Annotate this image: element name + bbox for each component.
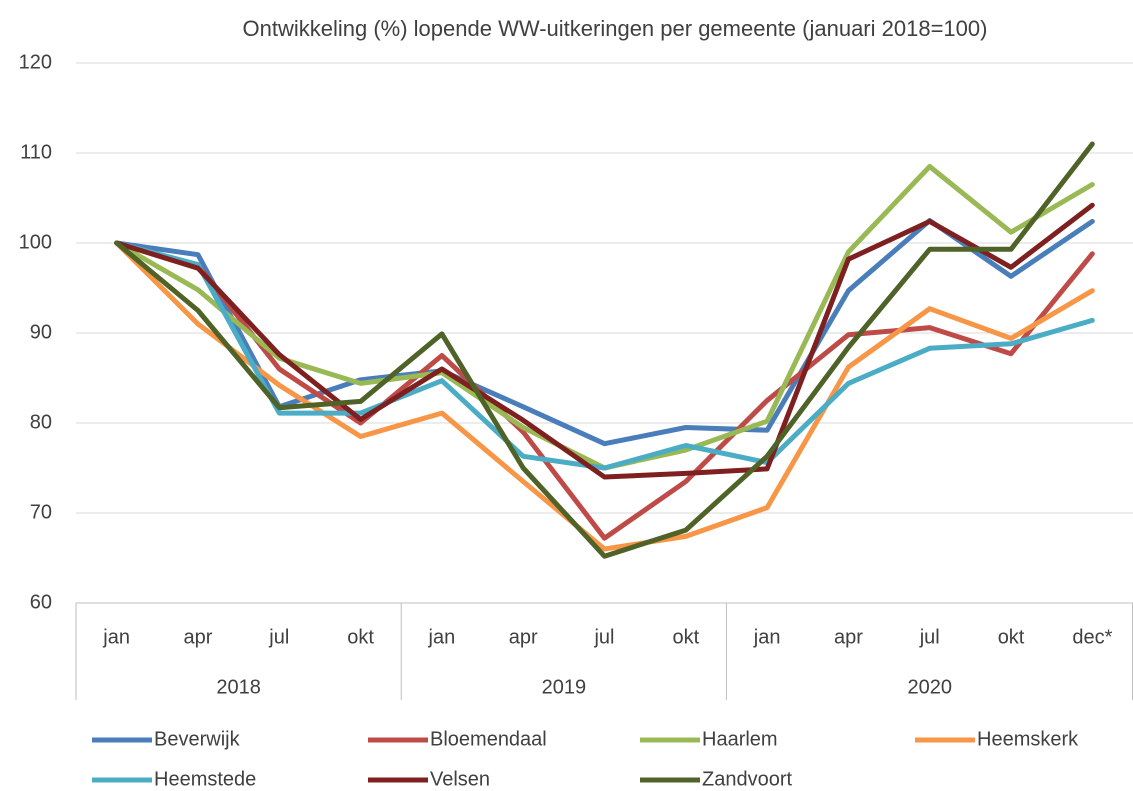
x-tick-label: apr [509,626,538,648]
legend-label: Velsen [430,768,490,790]
x-group-label: 2018 [216,676,261,698]
x-group-label: 2020 [907,676,952,698]
series-line [114,240,1095,541]
legend-label: Beverwijk [154,728,241,750]
series-line [114,141,1095,559]
y-tick-label: 110 [20,141,52,163]
y-tick-label: 90 [30,321,52,343]
series-line [114,240,1095,471]
y-tick-label: 100 [19,231,52,253]
x-tick-label: okt [347,626,374,648]
legend-label: Bloemendaal [430,728,547,750]
legend-label: Zandvoort [702,768,792,790]
legend-label: Heemstede [154,768,256,790]
x-tick-label: jul [919,626,940,648]
x-tick-label: apr [834,626,863,648]
series-line [114,202,1095,480]
y-tick-label: 70 [30,501,52,523]
y-tick-label: 120 [19,51,52,73]
series-line [114,240,1095,552]
legend-label: Heemskerk [977,728,1079,750]
legend-label: Haarlem [702,728,778,750]
x-tick-label: okt [672,626,699,648]
x-tick-label: okt [998,626,1025,648]
x-tick-label: dec* [1072,626,1112,648]
x-tick-label: jul [268,626,289,648]
x-tick-label: jan [102,626,130,648]
x-tick-label: apr [184,626,213,648]
x-tick-label: jan [753,626,781,648]
chart-title: Ontwikkeling (%) lopende WW-uitkeringen … [243,16,988,41]
x-tick-label: jan [428,626,456,648]
y-tick-label: 60 [30,591,52,613]
y-tick-label: 80 [30,411,52,433]
x-group-label: 2019 [542,676,587,698]
x-tick-label: jul [593,626,614,648]
